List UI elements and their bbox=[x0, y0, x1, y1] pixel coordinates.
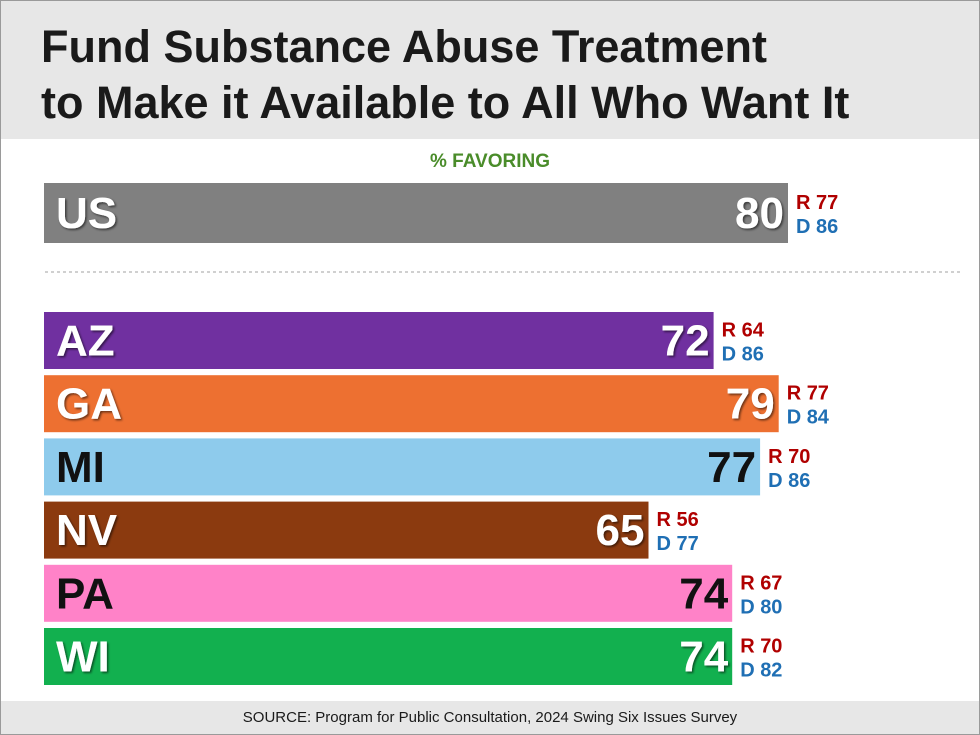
democrat-label-us: D 86 bbox=[796, 216, 838, 238]
bar-us bbox=[44, 183, 788, 243]
title-line-1: Fund Substance Abuse Treatment bbox=[41, 21, 767, 72]
value-label-az: 72 bbox=[661, 317, 710, 366]
value-label-pa: 74 bbox=[679, 569, 728, 618]
category-label-az: AZ bbox=[56, 317, 115, 366]
bar-mi bbox=[44, 438, 761, 496]
value-label-us: 80 bbox=[735, 189, 784, 238]
value-label-mi: 77 bbox=[707, 443, 756, 492]
democrat-label-mi: D 86 bbox=[768, 470, 810, 492]
democrat-label-nv: D 77 bbox=[657, 533, 699, 555]
title-line-2: to Make it Available to All Who Want It bbox=[41, 77, 850, 128]
bar-nv bbox=[44, 501, 649, 559]
favoring-label: % FAVORING bbox=[430, 151, 550, 172]
republican-label-wi: R 70 bbox=[740, 636, 782, 658]
category-label-nv: NV bbox=[56, 506, 118, 555]
republican-label-pa: R 67 bbox=[740, 572, 782, 594]
democrat-label-pa: D 80 bbox=[740, 596, 782, 618]
republican-label-mi: R 70 bbox=[768, 446, 810, 468]
source-footer: SOURCE: Program for Public Consultation,… bbox=[1, 701, 979, 734]
category-label-pa: PA bbox=[56, 569, 114, 618]
democrat-label-wi: D 82 bbox=[740, 660, 782, 682]
republican-label-us: R 77 bbox=[796, 192, 838, 214]
value-label-wi: 74 bbox=[679, 633, 728, 682]
democrat-label-az: D 86 bbox=[722, 344, 764, 366]
bar-wi bbox=[44, 628, 733, 685]
bar-ga bbox=[44, 375, 779, 433]
republican-label-az: R 64 bbox=[722, 320, 765, 342]
category-label-mi: MI bbox=[56, 443, 105, 492]
bar-az bbox=[44, 312, 714, 369]
value-label-ga: 79 bbox=[726, 380, 775, 429]
category-label-us: US bbox=[56, 189, 117, 238]
bar-pa bbox=[44, 564, 733, 622]
chart-title: Fund Substance Abuse Treatment to Make i… bbox=[41, 19, 961, 131]
republican-label-ga: R 77 bbox=[787, 383, 829, 405]
category-label-ga: GA bbox=[56, 380, 122, 429]
category-label-wi: WI bbox=[56, 633, 110, 682]
title-banner: Fund Substance Abuse Treatment to Make i… bbox=[1, 1, 979, 139]
democrat-label-ga: D 84 bbox=[787, 407, 830, 429]
value-label-nv: 65 bbox=[596, 506, 645, 555]
republican-label-nv: R 56 bbox=[657, 509, 699, 531]
